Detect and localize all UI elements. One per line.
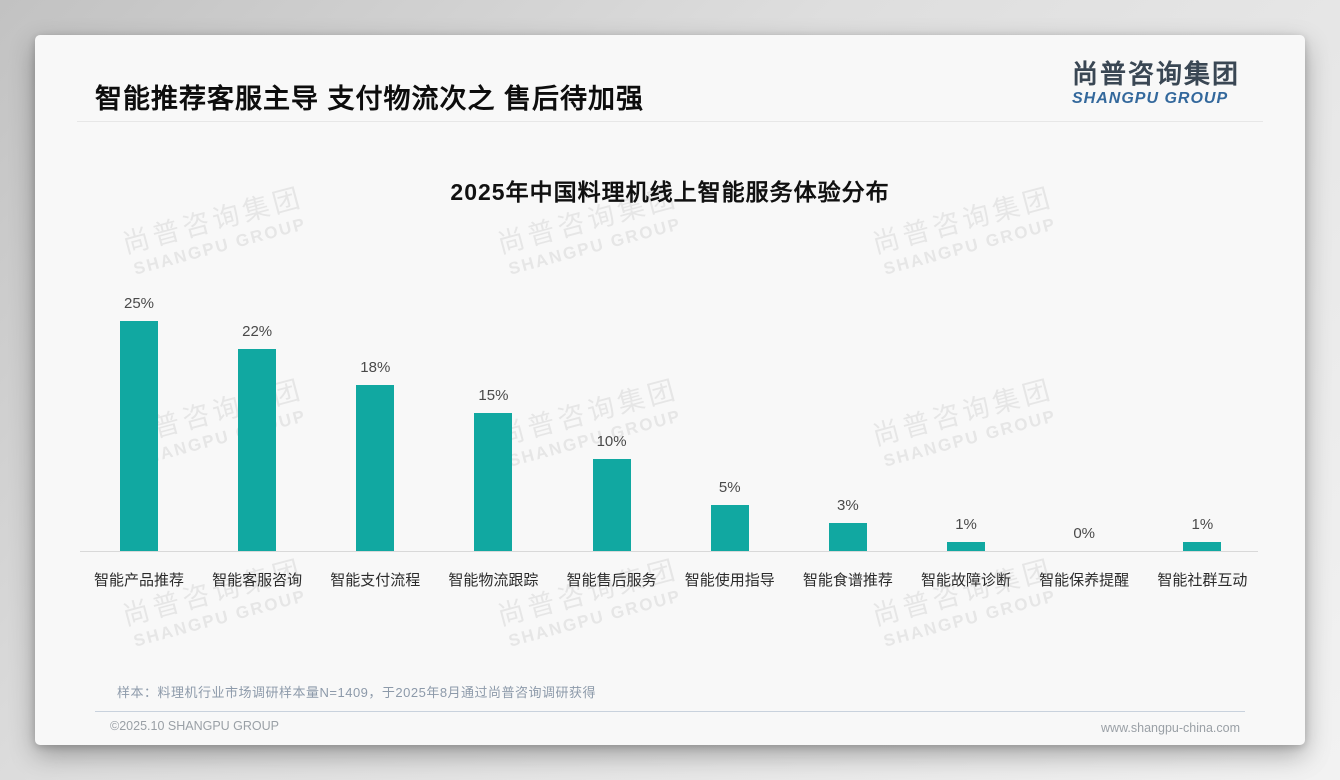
bar bbox=[710, 505, 749, 551]
category-label: 智能物流跟踪 bbox=[448, 572, 539, 589]
sample-note: 样本：料理机行业市场调研样本量N=1409，于2025年8月通过尚普咨询调研获得 bbox=[117, 685, 597, 700]
bar bbox=[947, 542, 986, 551]
brand-logo-chinese: 尚普咨询集团 bbox=[1071, 59, 1240, 89]
category-label: 智能售后服务 bbox=[566, 572, 657, 589]
category-label: 智能食谱推荐 bbox=[802, 572, 893, 589]
bar bbox=[238, 349, 277, 551]
bar-value-label: 15% bbox=[478, 387, 509, 404]
brand-logo: 尚普咨询集团 SHANGPU GROUP bbox=[1072, 59, 1240, 108]
category-label: 智能产品推荐 bbox=[93, 572, 184, 589]
category-label: 智能使用指导 bbox=[684, 572, 775, 589]
chart-title: 2025年中国料理机线上智能服务体验分布 bbox=[450, 179, 890, 205]
page-title: 智能推荐客服主导 支付物流次之 售后待加强 bbox=[95, 84, 645, 114]
bar bbox=[1183, 542, 1222, 551]
bar-value-label: 25% bbox=[123, 295, 155, 312]
bar bbox=[474, 413, 513, 551]
category-label: 智能社群互动 bbox=[1157, 572, 1248, 589]
category-label: 智能保养提醒 bbox=[1039, 572, 1130, 589]
bar-value-label: 18% bbox=[360, 359, 391, 376]
copyright-text: ©2025.10 SHANGPU GROUP bbox=[110, 719, 279, 733]
bar bbox=[592, 459, 631, 551]
header-divider bbox=[77, 121, 1263, 122]
category-label: 智能支付流程 bbox=[330, 572, 421, 589]
bar-chart: 25% 智能产品推荐 22% 智能客服咨询 18% 智能支付流程 15% 智能物流跟踪 10% 智… bbox=[35, 35, 1305, 635]
bar-value-label: 1% bbox=[955, 516, 977, 533]
bar bbox=[356, 385, 395, 551]
website-url: www.shangpu-china.com bbox=[1101, 721, 1240, 735]
bar-value-label: 1% bbox=[1191, 516, 1214, 533]
x-axis-line bbox=[80, 551, 1258, 552]
bar-value-label: 3% bbox=[837, 497, 859, 514]
bar-value-label: 22% bbox=[242, 323, 273, 340]
brand-logo-english: SHANGPU GROUP bbox=[1071, 90, 1229, 107]
bar bbox=[828, 523, 867, 551]
footer-divider bbox=[95, 711, 1245, 712]
report-card: 尚普咨询集团 SHANGPU GROUP 尚普咨询集团 SHANGPU GROUP 尚普… bbox=[35, 35, 1305, 745]
category-label: 智能故障诊断 bbox=[921, 572, 1012, 589]
bar-value-label: 10% bbox=[596, 433, 627, 450]
bar-value-label: 0% bbox=[1073, 525, 1096, 542]
bar-value-label: 5% bbox=[718, 479, 741, 496]
bar bbox=[120, 321, 158, 551]
category-label: 智能客服咨询 bbox=[212, 572, 303, 589]
